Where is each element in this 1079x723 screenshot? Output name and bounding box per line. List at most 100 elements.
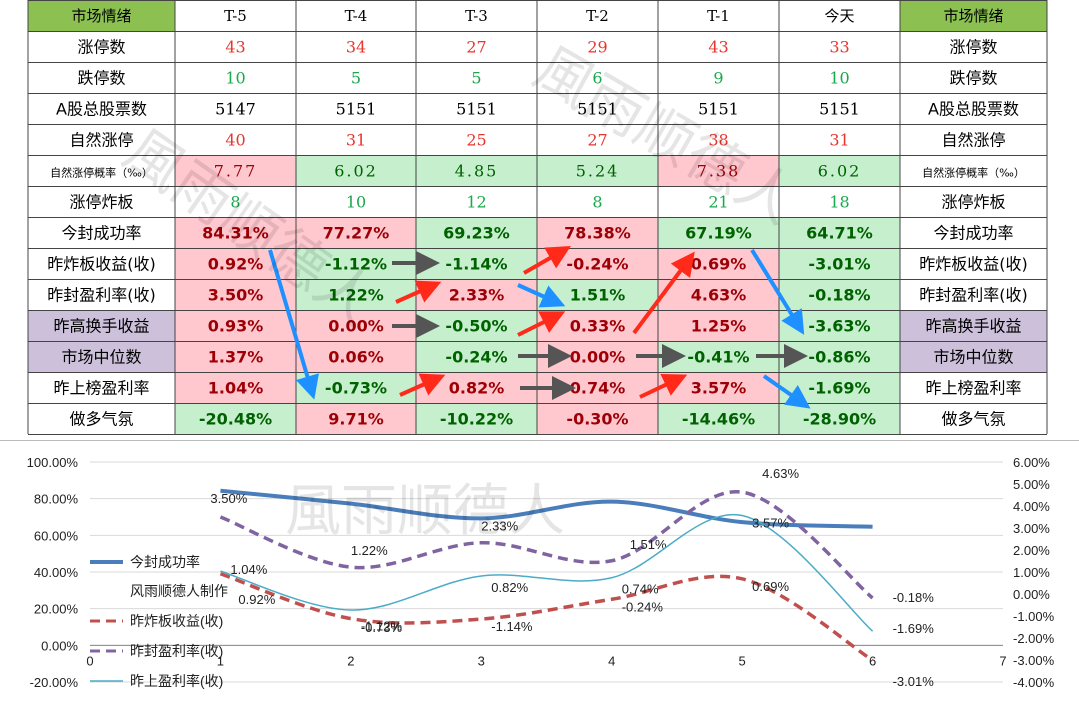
table-cell: 40: [225, 131, 245, 150]
y-left-tick: -20.00%: [30, 675, 79, 690]
row-label-left: 涨停数: [77, 38, 125, 57]
row-label-right: 自然涨停: [941, 131, 1005, 150]
header-day-4: T-1: [707, 7, 730, 25]
table-cell: 0.00%: [570, 348, 626, 367]
row-label-left: 自然涨停: [69, 131, 133, 150]
header-day-0: T-5: [224, 7, 247, 25]
row-label-right: 市场中位数: [933, 348, 1013, 367]
watermark-text: 風雨顺德人: [285, 479, 565, 544]
header-day-1: T-4: [345, 7, 368, 25]
table-cell: 4.85: [455, 162, 499, 181]
data-label: -0.73%: [361, 620, 403, 635]
table-cell: -10.22%: [440, 410, 513, 429]
x-tick: 3: [478, 653, 485, 668]
y-left-tick: 60.00%: [34, 528, 79, 543]
table-cell: -20.48%: [199, 410, 272, 429]
y-left-tick: 80.00%: [34, 492, 79, 507]
table-cell: -14.46%: [682, 410, 755, 429]
data-label: -0.24%: [622, 599, 664, 614]
y-right-tick: 0.00%: [1013, 587, 1050, 602]
y-left-tick: 20.00%: [34, 602, 79, 617]
row-label-left: 昨封盈利率(收): [47, 286, 156, 305]
table-cell: 3.50%: [208, 286, 264, 305]
row-label-right: 昨上榜盈利率: [925, 379, 1021, 398]
legend-entry: 昨炸板收益(收): [130, 613, 223, 629]
watermark-text: 風雨顺德人: [523, 33, 808, 237]
table-cell: 69.23%: [443, 224, 510, 243]
table-cell: 6.02: [334, 162, 378, 181]
table-cell: 27: [466, 38, 486, 57]
table-cell: 34: [346, 38, 366, 57]
y-right-tick: -3.00%: [1013, 653, 1055, 668]
row-label-right: 昨封盈利率(收): [919, 286, 1028, 305]
row-label-right: 自然涨停概率（‰）: [922, 166, 1025, 180]
table-cell: 5147: [215, 100, 256, 119]
table-cell: 1.04%: [208, 379, 264, 398]
table-cell: -0.41%: [687, 348, 749, 367]
y-left-tick: 40.00%: [34, 565, 79, 580]
table-cell: 0.33%: [570, 317, 626, 336]
y-right-tick: -2.00%: [1013, 631, 1055, 646]
row-label-left: A股总股票数: [56, 100, 147, 119]
table-cell: -1.14%: [445, 255, 507, 274]
table-cell: 1.25%: [691, 317, 747, 336]
table-cell: 77.27%: [323, 224, 390, 243]
table-cell: 67.19%: [685, 224, 752, 243]
table-cell: 5: [471, 69, 481, 88]
table-cell: 31: [346, 131, 366, 150]
data-label: 0.69%: [752, 579, 789, 594]
table-cell: 5151: [819, 100, 860, 119]
row-label-right: A股总股票数: [928, 100, 1019, 119]
row-label-right: 跌停数: [949, 69, 997, 88]
table-cell: 2.33%: [449, 286, 505, 305]
row-label-left: 今封成功率: [61, 224, 141, 243]
row-label-left: 昨高换手收益: [53, 317, 149, 336]
table-cell: 3.57%: [691, 379, 747, 398]
x-tick: 0: [86, 653, 93, 668]
legend-entry: 昨封盈利率(收): [130, 643, 223, 659]
x-tick: 4: [608, 653, 615, 668]
row-label-right: 做多气氛: [941, 410, 1005, 429]
data-label: 3.57%: [752, 515, 789, 530]
row-label-left: 做多气氛: [69, 410, 133, 429]
table-cell: 0.74%: [570, 379, 626, 398]
table-cell: 9.71%: [328, 410, 384, 429]
legend-entry: 今封成功率: [130, 554, 200, 570]
y-right-tick: 1.00%: [1013, 565, 1050, 580]
data-label: 1.51%: [630, 537, 667, 552]
table-cell: 43: [225, 38, 245, 57]
table-cell: 0.06%: [328, 348, 384, 367]
row-label-right: 今封成功率: [933, 224, 1013, 243]
y-right-tick: 5.00%: [1013, 477, 1050, 492]
table-cell: 9: [713, 69, 723, 88]
table-cell: -0.24%: [566, 255, 628, 274]
row-label-right: 涨停炸板: [941, 193, 1005, 212]
table-cell: -0.24%: [445, 348, 507, 367]
table-cell: 78.38%: [564, 224, 631, 243]
row-label-left: 昨上榜盈利率: [53, 379, 149, 398]
header-day-2: T-3: [465, 7, 488, 25]
header-day-5: 今天: [824, 7, 854, 25]
table-cell: 1.51%: [570, 286, 626, 305]
y-right-tick: 6.00%: [1013, 455, 1050, 470]
y-left-tick: 100.00%: [27, 455, 79, 470]
table-cell: 25: [466, 131, 486, 150]
table-cell: 0.82%: [449, 379, 505, 398]
data-label: 4.63%: [762, 466, 799, 481]
table-cell: 6.02: [818, 162, 862, 181]
table-cell: -0.18%: [808, 286, 870, 305]
y-right-tick: 3.00%: [1013, 521, 1050, 536]
legend-entry: 昨上盈利率(收): [130, 673, 223, 689]
data-label: 0.82%: [491, 580, 528, 595]
data-label: 1.22%: [351, 543, 388, 558]
row-label-left: 昨炸板收益(收): [47, 255, 156, 274]
table-cell: -0.50%: [445, 317, 507, 336]
y-right-tick: 4.00%: [1013, 499, 1050, 514]
data-label: 0.92%: [238, 592, 275, 607]
header-label-left: 市场情绪: [71, 7, 131, 25]
row-label-right: 昨高换手收益: [925, 317, 1021, 336]
row-label-right: 涨停数: [949, 38, 997, 57]
table-cell: 0.93%: [208, 317, 264, 336]
header-label-right: 市场情绪: [943, 7, 1003, 25]
table-cell: 10: [346, 193, 366, 212]
